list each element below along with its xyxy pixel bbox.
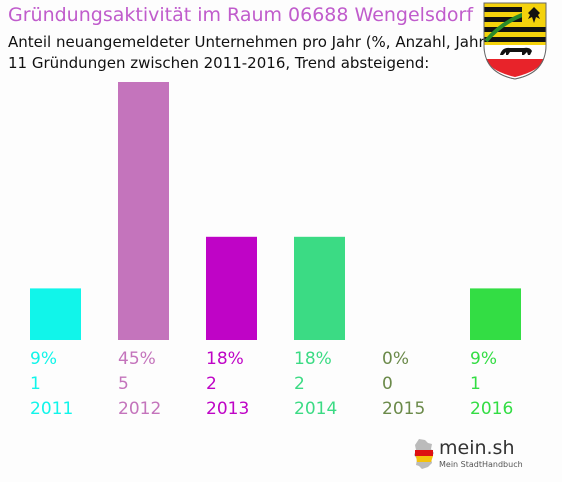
bar-2012 xyxy=(118,82,169,340)
chart-title: Gründungsaktivität im Raum 06688 Wengels… xyxy=(8,4,474,26)
brand-logo[interactable]: mein.sh Mein StadtHandbuch xyxy=(411,435,526,475)
count-label-2011: 1 xyxy=(30,374,41,394)
count-label-2012: 5 xyxy=(118,374,129,394)
chart-subtitle: Anteil neuangemeldeter Unternehmen pro J… xyxy=(8,33,491,51)
year-label-2012: 2012 xyxy=(118,399,161,419)
coat-of-arms-icon xyxy=(483,2,547,80)
year-label-2013: 2013 xyxy=(206,399,249,419)
count-label-2014: 2 xyxy=(294,374,305,394)
year-label-2014: 2014 xyxy=(294,399,337,419)
percent-label-2015: 0% xyxy=(382,349,409,369)
percent-label-2013: 18% xyxy=(206,349,244,369)
brand-name: mein.sh xyxy=(439,437,515,459)
percent-label-2016: 9% xyxy=(470,349,497,369)
year-label-2015: 2015 xyxy=(382,399,425,419)
bar-2014 xyxy=(294,236,345,340)
count-label-2015: 0 xyxy=(382,374,393,394)
germany-map-icon xyxy=(414,439,434,469)
year-label-2016: 2016 xyxy=(470,399,513,419)
bar-2011 xyxy=(30,288,81,340)
percent-label-2014: 18% xyxy=(294,349,332,369)
bar-2016 xyxy=(470,288,521,340)
percent-label-2012: 45% xyxy=(118,349,156,369)
brand-tagline: Mein StadtHandbuch xyxy=(439,460,523,469)
bar-2013 xyxy=(206,236,257,340)
percent-label-2011: 9% xyxy=(30,349,57,369)
year-label-2011: 2011 xyxy=(30,399,73,419)
count-label-2013: 2 xyxy=(206,374,217,394)
count-label-2016: 1 xyxy=(470,374,481,394)
chart-summary: 11 Gründungen zwischen 2011-2016, Trend … xyxy=(8,54,430,72)
